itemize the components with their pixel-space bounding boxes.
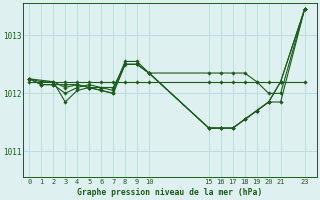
X-axis label: Graphe pression niveau de la mer (hPa): Graphe pression niveau de la mer (hPa) bbox=[77, 188, 263, 197]
